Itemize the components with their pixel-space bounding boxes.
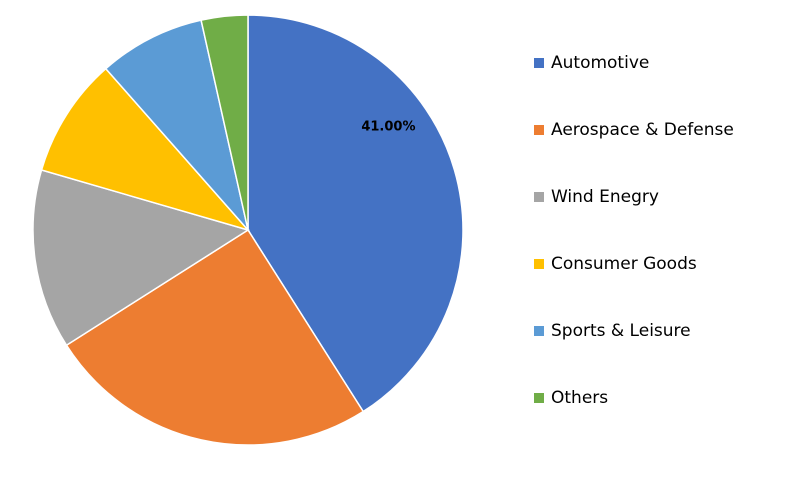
legend-label: Sports & Leisure [551, 321, 691, 341]
pie-slice [32, 169, 250, 347]
legend-swatch [534, 192, 544, 202]
pie-slice [65, 228, 365, 446]
legend-label: Automotive [551, 53, 649, 73]
legend-swatch [534, 393, 544, 403]
pie-slice [247, 14, 464, 413]
legend-swatch [534, 125, 544, 135]
legend-swatch [534, 326, 544, 336]
legend-label: Wind Enegry [551, 187, 659, 207]
legend-swatch [534, 58, 544, 68]
legend-label: Others [551, 388, 608, 408]
data-label: 41.00% [361, 120, 415, 135]
pie-slice [200, 14, 249, 231]
legend-label: Aerospace & Defense [551, 120, 734, 140]
pie-slice [40, 67, 251, 232]
legend-swatch [534, 259, 544, 269]
legend-label: Consumer Goods [551, 254, 697, 274]
